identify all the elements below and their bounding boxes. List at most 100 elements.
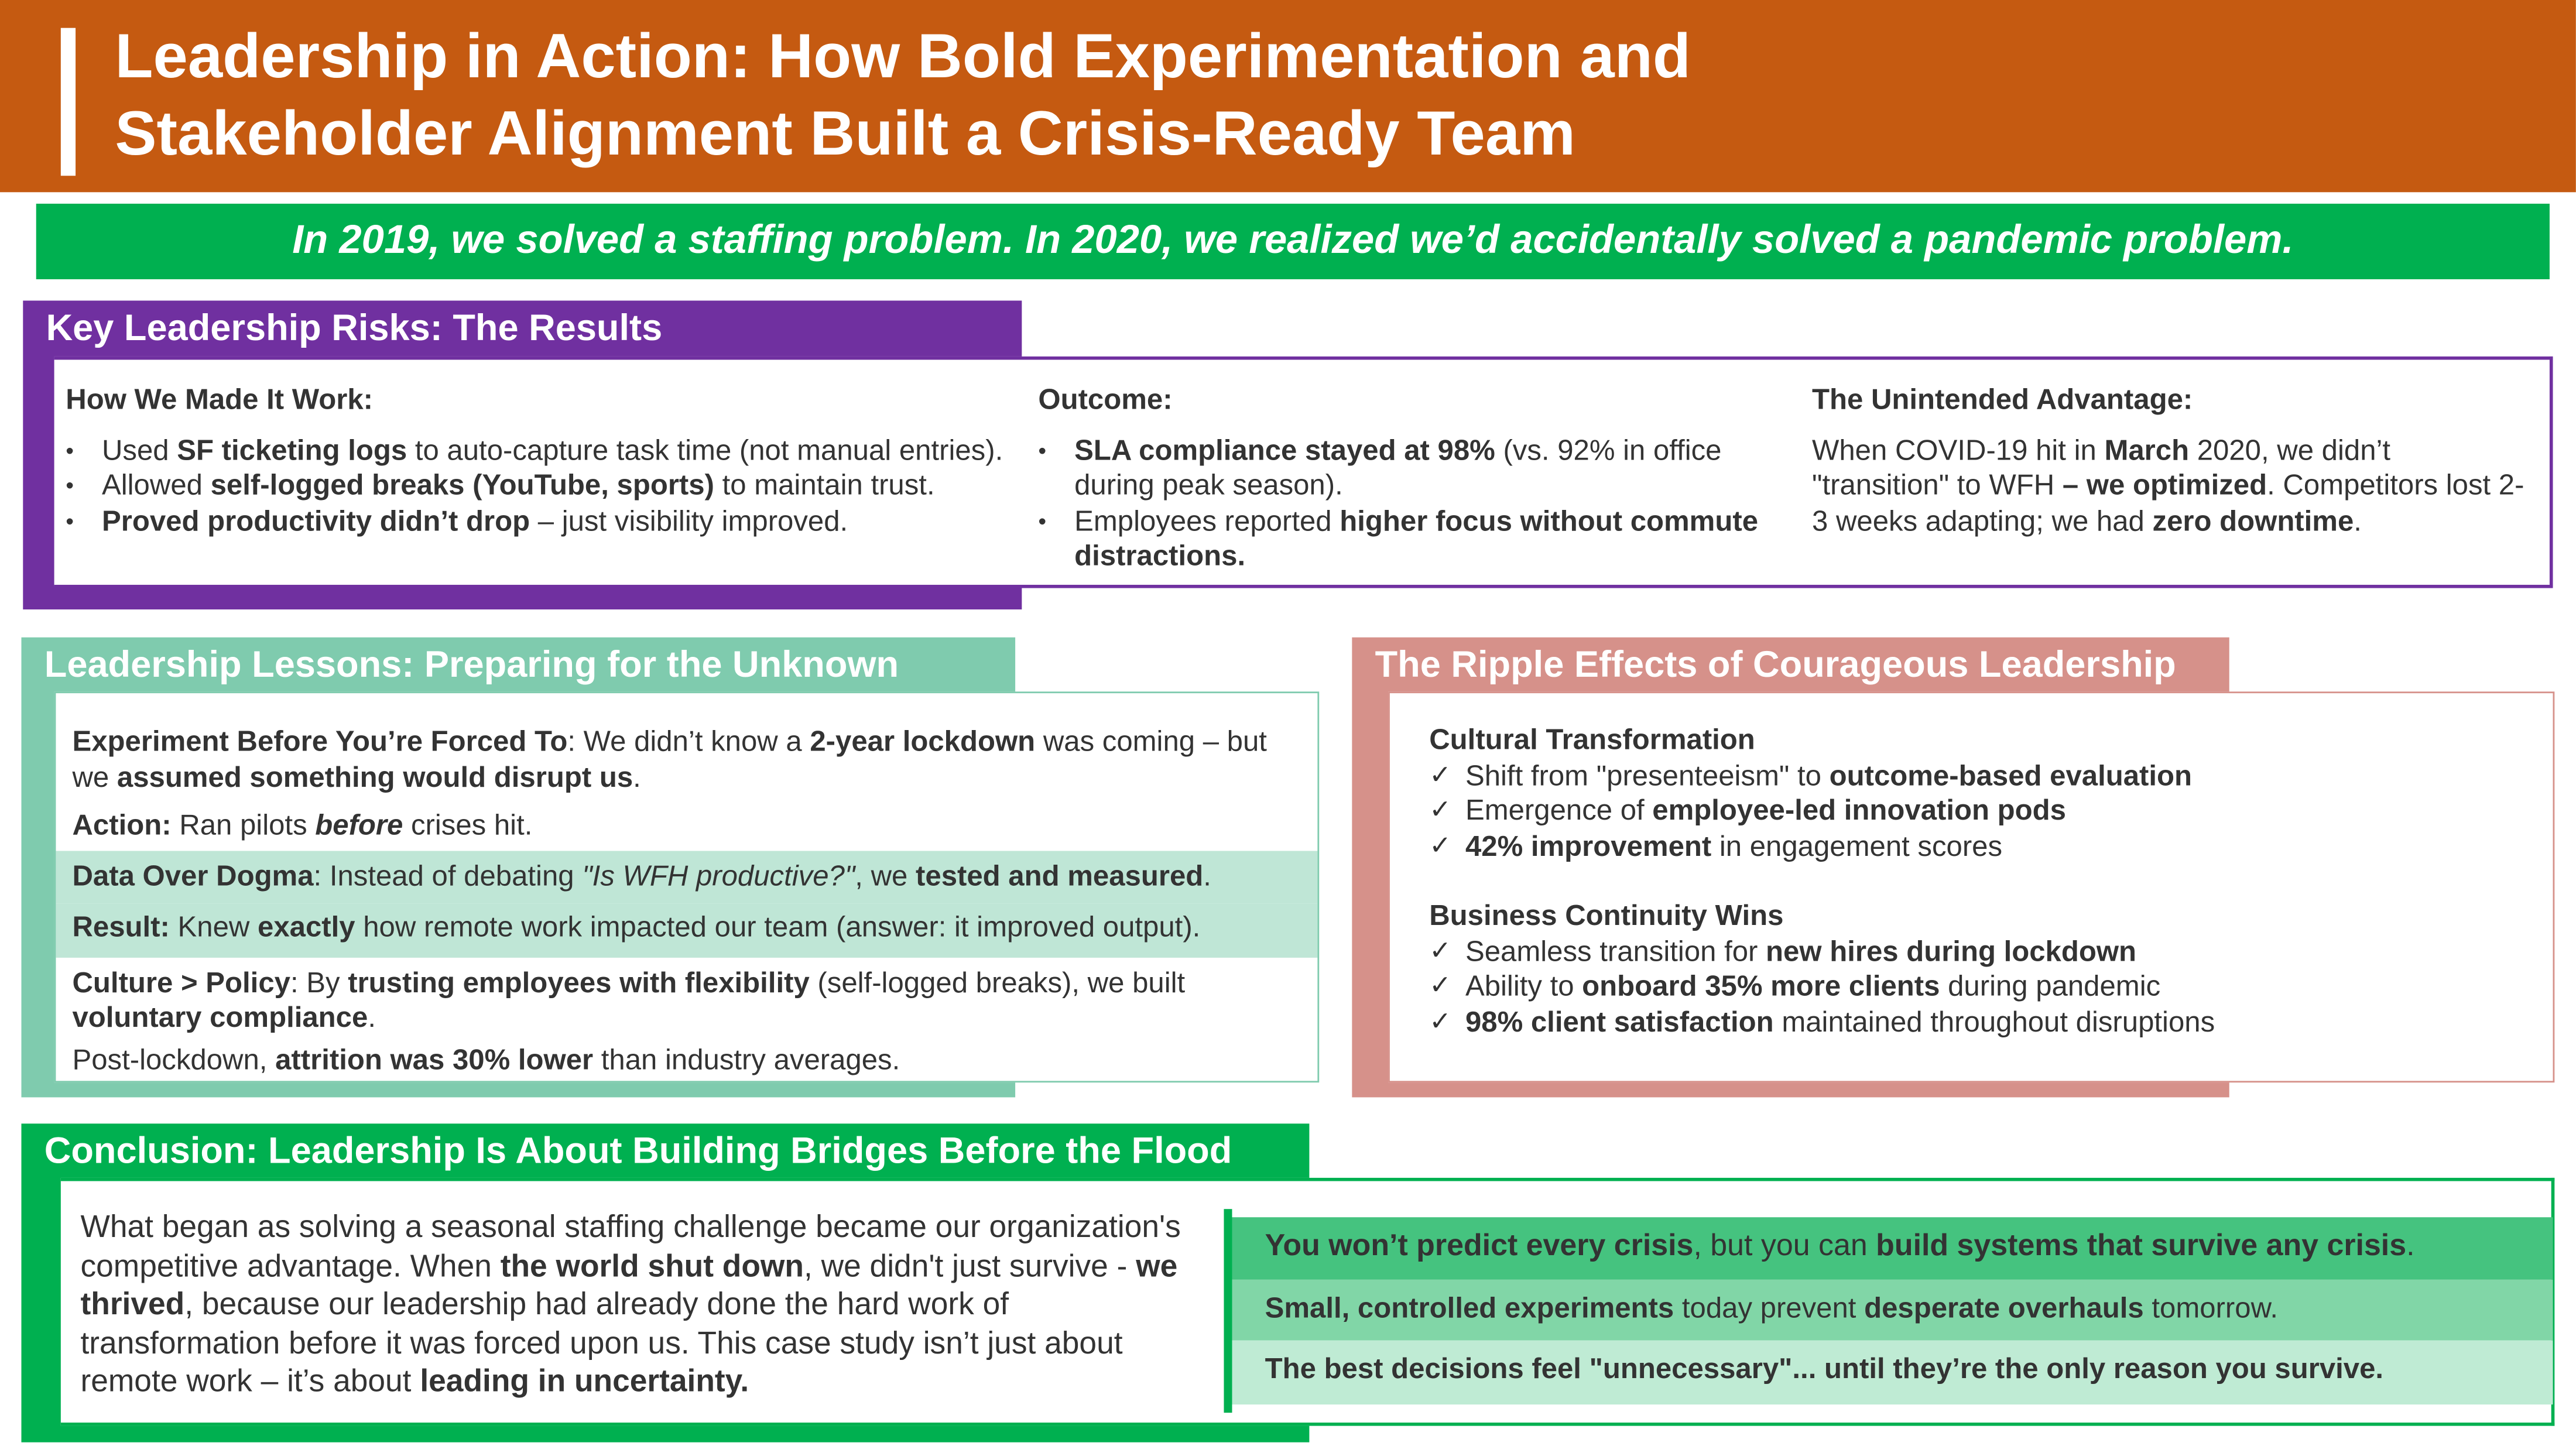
title-line-2: Stakeholder Alignment Built a Crisis-Rea… bbox=[115, 100, 1575, 170]
text-segment: , we bbox=[855, 858, 916, 892]
text-segment: , but you can bbox=[1693, 1227, 1876, 1262]
text-segment: 42% improvement bbox=[1465, 828, 1712, 862]
list-item: Proved productivity didn’t drop – just v… bbox=[66, 503, 1010, 539]
text-segment: , because our leadership had already don… bbox=[80, 1287, 1123, 1400]
text-segment: . bbox=[2354, 503, 2362, 537]
text-segment: , we didn't just survive - bbox=[803, 1249, 1136, 1284]
text-segment: higher focus without commute distraction… bbox=[1074, 503, 1759, 572]
text-segment: Seamless transition for bbox=[1465, 934, 1766, 967]
list-item: Shift from "presenteeism" to outcome-bas… bbox=[1429, 758, 2553, 793]
col-heading: How We Made It Work: bbox=[66, 382, 374, 416]
page-title: Leadership in Action: How Bold Experimen… bbox=[115, 20, 2497, 174]
risks-col-how: How We Made It Work: Used SF ticketing l… bbox=[66, 383, 1010, 539]
text-segment: new hires during lockdown bbox=[1766, 934, 2137, 967]
text-segment: . Competitors lost 2-3 weeks adapting; w… bbox=[1812, 468, 2524, 537]
text-segment: Action: bbox=[72, 808, 172, 841]
list-item: Seamless transition for new hires during… bbox=[1429, 934, 2553, 969]
conclusion-panel: What began as solving a seasonal staffin… bbox=[60, 1177, 2555, 1426]
lessons-heading: Leadership Lessons: Preparing for the Un… bbox=[44, 643, 899, 686]
lesson-row: Result: Knew exactly how remote work imp… bbox=[56, 903, 1318, 957]
lessons-panel: Experiment Before You’re Forced To: We d… bbox=[54, 691, 1320, 1083]
group-heading: Cultural Transformation bbox=[1429, 722, 1755, 756]
text-segment: Ran pilots bbox=[171, 808, 316, 841]
text-segment: Allowed bbox=[101, 468, 211, 501]
text-segment: . bbox=[368, 1000, 376, 1033]
text-segment: during pandemic bbox=[1940, 969, 2161, 1002]
text-segment: Experiment Before You’re Forced To bbox=[72, 724, 568, 758]
advantage-text: When COVID-19 hit in March 2020, we didn… bbox=[1812, 433, 2535, 539]
col-heading: Outcome: bbox=[1038, 382, 1173, 416]
lesson-row: Action: Ran pilots before crises hit. bbox=[56, 799, 1317, 850]
text-segment: : We didn’t know a bbox=[567, 724, 810, 758]
list-item: SLA compliance stayed at 98% (vs. 92% in… bbox=[1038, 433, 1777, 503]
text-segment: : By bbox=[290, 965, 348, 998]
ripple-heading: The Ripple Effects of Courageous Leaders… bbox=[1375, 643, 2176, 686]
group-heading: Business Continuity Wins bbox=[1429, 898, 1784, 932]
text-segment: employee-led innovation pods bbox=[1652, 793, 2066, 827]
text-segment: onboard 35% more clients bbox=[1582, 969, 1940, 1002]
text-segment: March bbox=[2104, 433, 2190, 466]
text-segment: crises hit. bbox=[403, 808, 533, 841]
text-segment: outcome-based evaluation bbox=[1829, 758, 2193, 791]
list-item: 42% improvement in engagement scores bbox=[1429, 829, 2553, 864]
quote-bar bbox=[1224, 1209, 1232, 1413]
lesson-row: Data Over Dogma: Instead of debating "Is… bbox=[56, 850, 1318, 904]
lesson-row: Post-lockdown, attrition was 30% lower t… bbox=[56, 1039, 1317, 1081]
list-item: 98% client satisfaction maintained throu… bbox=[1429, 1005, 2553, 1040]
divider bbox=[54, 584, 2553, 588]
text-segment: Post-lockdown, bbox=[72, 1042, 276, 1075]
conclusion-heading: Conclusion: Leadership Is About Building… bbox=[44, 1130, 1232, 1171]
text-segment: – just visibility improved. bbox=[530, 503, 848, 537]
list-item: Allowed self-logged breaks (YouTube, spo… bbox=[66, 468, 1010, 503]
text-segment: : Instead of debating bbox=[313, 858, 583, 892]
text-segment: Shift from "presenteeism" to bbox=[1465, 758, 1830, 791]
text-segment: (self-logged breaks), we built bbox=[809, 965, 1186, 998]
culture-list: Shift from "presenteeism" to outcome-bas… bbox=[1429, 758, 2553, 864]
text-segment: maintained throughout disruptions bbox=[1773, 1004, 2215, 1037]
list-item: Ability to onboard 35% more clients duri… bbox=[1429, 969, 2553, 1005]
text-segment: zero downtime bbox=[2152, 503, 2354, 537]
text-segment: self-logged breaks (YouTube, sports) bbox=[210, 468, 714, 501]
text-segment: attrition was 30% lower bbox=[275, 1042, 594, 1075]
title-line-1: Leadership in Action: How Bold Experimen… bbox=[115, 23, 1691, 92]
text-segment: Culture > Policy bbox=[72, 965, 290, 998]
text-segment: build systems that survive any crisis bbox=[1876, 1227, 2407, 1262]
text-segment: Proved productivity didn’t drop bbox=[101, 503, 530, 537]
risks-panel: How We Made It Work: Used SF ticketing l… bbox=[54, 356, 2553, 587]
text-segment: Emergence of bbox=[1465, 793, 1653, 827]
conclusion-text: What began as solving a seasonal staffin… bbox=[80, 1209, 1197, 1402]
text-segment: Knew bbox=[169, 910, 258, 943]
text-segment: SF ticketing logs bbox=[177, 433, 407, 466]
text-segment: (vs. 92% in office during peak season). bbox=[1074, 433, 1722, 501]
text-segment: You won’t predict every crisis bbox=[1265, 1227, 1694, 1262]
text-segment: Employees reported bbox=[1074, 503, 1340, 537]
text-segment: desperate overhauls bbox=[1864, 1291, 2144, 1324]
text-segment: to auto-capture task time (not manual en… bbox=[407, 433, 1003, 466]
how-list: Used SF ticketing logs to auto-capture t… bbox=[66, 433, 1010, 539]
title-banner: Leadership in Action: How Bold Experimen… bbox=[0, 0, 2576, 193]
text-segment: the world shut down bbox=[500, 1249, 804, 1284]
list-item: Employees reported higher focus without … bbox=[1038, 503, 1777, 574]
text-segment: was coming – but we bbox=[72, 724, 1267, 793]
text-segment: – we optimized bbox=[2062, 468, 2267, 501]
text-segment: how remote work impacted our team (answe… bbox=[355, 910, 1201, 943]
text-segment: . bbox=[1203, 858, 1211, 892]
text-segment: today prevent bbox=[1674, 1291, 1865, 1324]
text-segment: exactly bbox=[258, 910, 355, 943]
list-item: Used SF ticketing logs to auto-capture t… bbox=[66, 433, 1010, 468]
text-segment: we thrived bbox=[80, 1249, 1178, 1322]
outcome-list: SLA compliance stayed at 98% (vs. 92% in… bbox=[1038, 433, 1777, 574]
text-segment: tested and measured bbox=[916, 858, 1204, 892]
quote-row: You won’t predict every crisis, but you … bbox=[1232, 1217, 2553, 1280]
text-segment: 2020, we didn’t "transition" to WFH bbox=[1812, 433, 2391, 501]
text-segment: Small, controlled experiments bbox=[1265, 1291, 1674, 1324]
list-item: Emergence of employee-led innovation pod… bbox=[1429, 793, 2553, 828]
risks-col-outcome: Outcome: SLA compliance stayed at 98% (v… bbox=[1038, 383, 1777, 574]
continuity-list: Seamless transition for new hires during… bbox=[1429, 934, 2553, 1040]
text-segment: SLA compliance stayed at 98% bbox=[1074, 433, 1495, 466]
risks-col-advantage: The Unintended Advantage: When COVID-19 … bbox=[1812, 383, 2535, 539]
text-segment: tomorrow. bbox=[2143, 1291, 2279, 1324]
text-segment: Data Over Dogma bbox=[72, 858, 314, 892]
text-segment: 2-year lockdown bbox=[810, 724, 1036, 758]
